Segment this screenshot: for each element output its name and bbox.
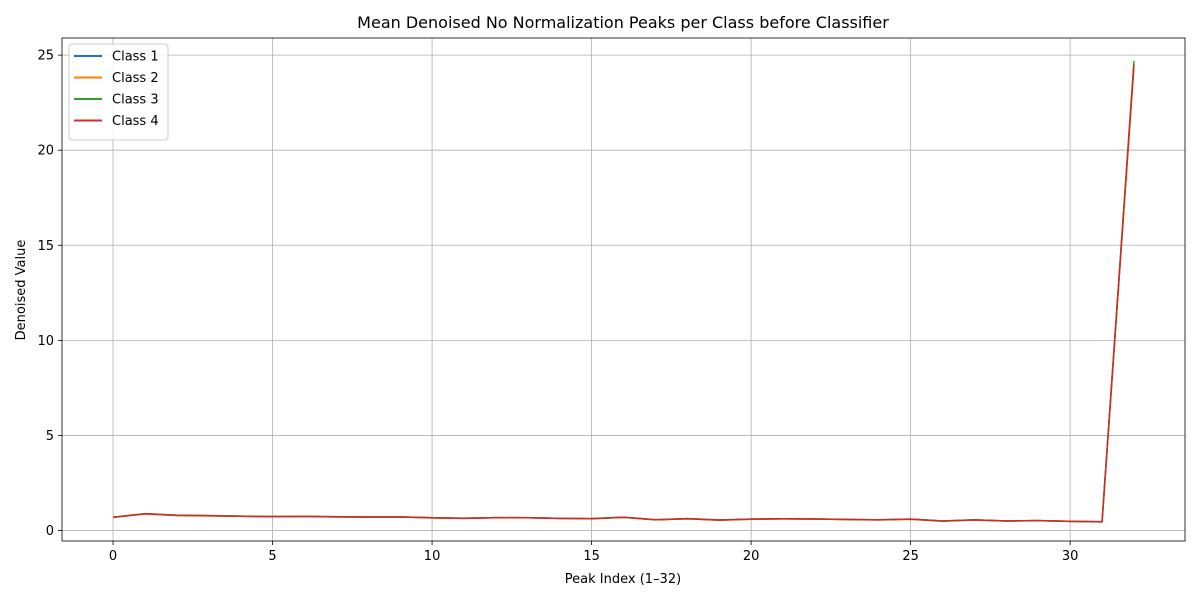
- y-tick-label: 5: [46, 429, 54, 444]
- legend-label-class-3: Class 3: [112, 93, 159, 108]
- y-tick-label: 25: [37, 49, 54, 64]
- y-tick-label: 15: [37, 239, 54, 254]
- legend: Class 1 Class 2 Class 3 Class 4: [68, 43, 169, 141]
- series-lines: [112, 60, 1135, 523]
- series-line-class-2: [112, 66, 1135, 523]
- x-tick-label: 25: [902, 549, 919, 564]
- x-tick-label: 30: [1062, 549, 1079, 564]
- axis-ticks: 0 5 10 15 20 25 30 0 5 10 15 20 25: [37, 49, 1078, 564]
- x-tick-label: 5: [268, 549, 276, 564]
- y-tick-label: 10: [37, 334, 54, 349]
- x-tick-label: 0: [109, 549, 117, 564]
- plot-frame: [61, 37, 1186, 542]
- series-line-class-4: [112, 64, 1135, 523]
- grid: [62, 38, 1185, 541]
- legend-label-class-4: Class 4: [112, 114, 159, 129]
- x-axis-label: Peak Index (1–32): [565, 572, 681, 587]
- series-line-class-1: [112, 64, 1135, 523]
- chart-title: Mean Denoised No Normalization Peaks per…: [357, 13, 889, 32]
- y-tick-label: 20: [37, 144, 54, 159]
- y-tick-label: 0: [46, 524, 54, 539]
- y-axis-label: Denoised Value: [14, 240, 29, 341]
- legend-box: [68, 43, 169, 141]
- x-tick-label: 20: [743, 549, 760, 564]
- legend-label-class-2: Class 2: [112, 71, 159, 86]
- legend-label-class-1: Class 1: [112, 50, 159, 65]
- x-tick-label: 10: [424, 549, 441, 564]
- series-line-class-3: [112, 60, 1135, 523]
- x-tick-label: 15: [583, 549, 600, 564]
